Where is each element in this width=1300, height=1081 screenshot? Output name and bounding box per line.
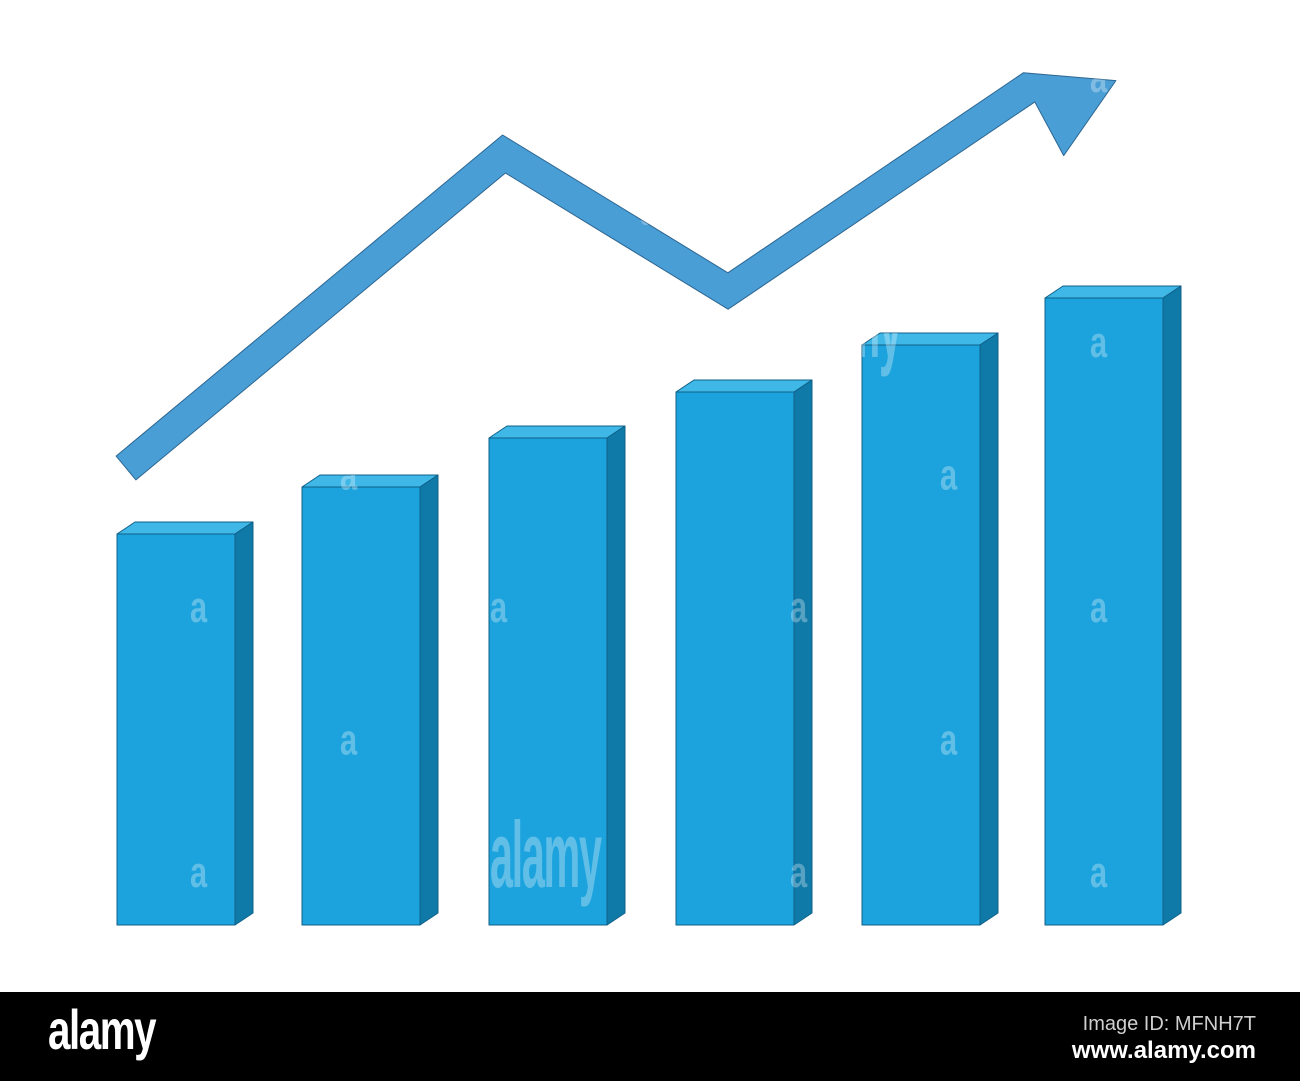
svg-text:a: a bbox=[340, 716, 358, 765]
svg-text:a: a bbox=[190, 849, 208, 898]
svg-text:a: a bbox=[1090, 584, 1108, 633]
svg-text:a: a bbox=[190, 584, 208, 633]
svg-text:a: a bbox=[940, 451, 958, 500]
svg-text:alamy: alamy bbox=[490, 803, 602, 908]
svg-text:a: a bbox=[1090, 849, 1108, 898]
svg-text:a: a bbox=[940, 716, 958, 765]
svg-text:a: a bbox=[790, 584, 808, 633]
svg-text:a: a bbox=[490, 584, 508, 633]
svg-text:a: a bbox=[1090, 319, 1108, 368]
svg-text:a: a bbox=[790, 849, 808, 898]
